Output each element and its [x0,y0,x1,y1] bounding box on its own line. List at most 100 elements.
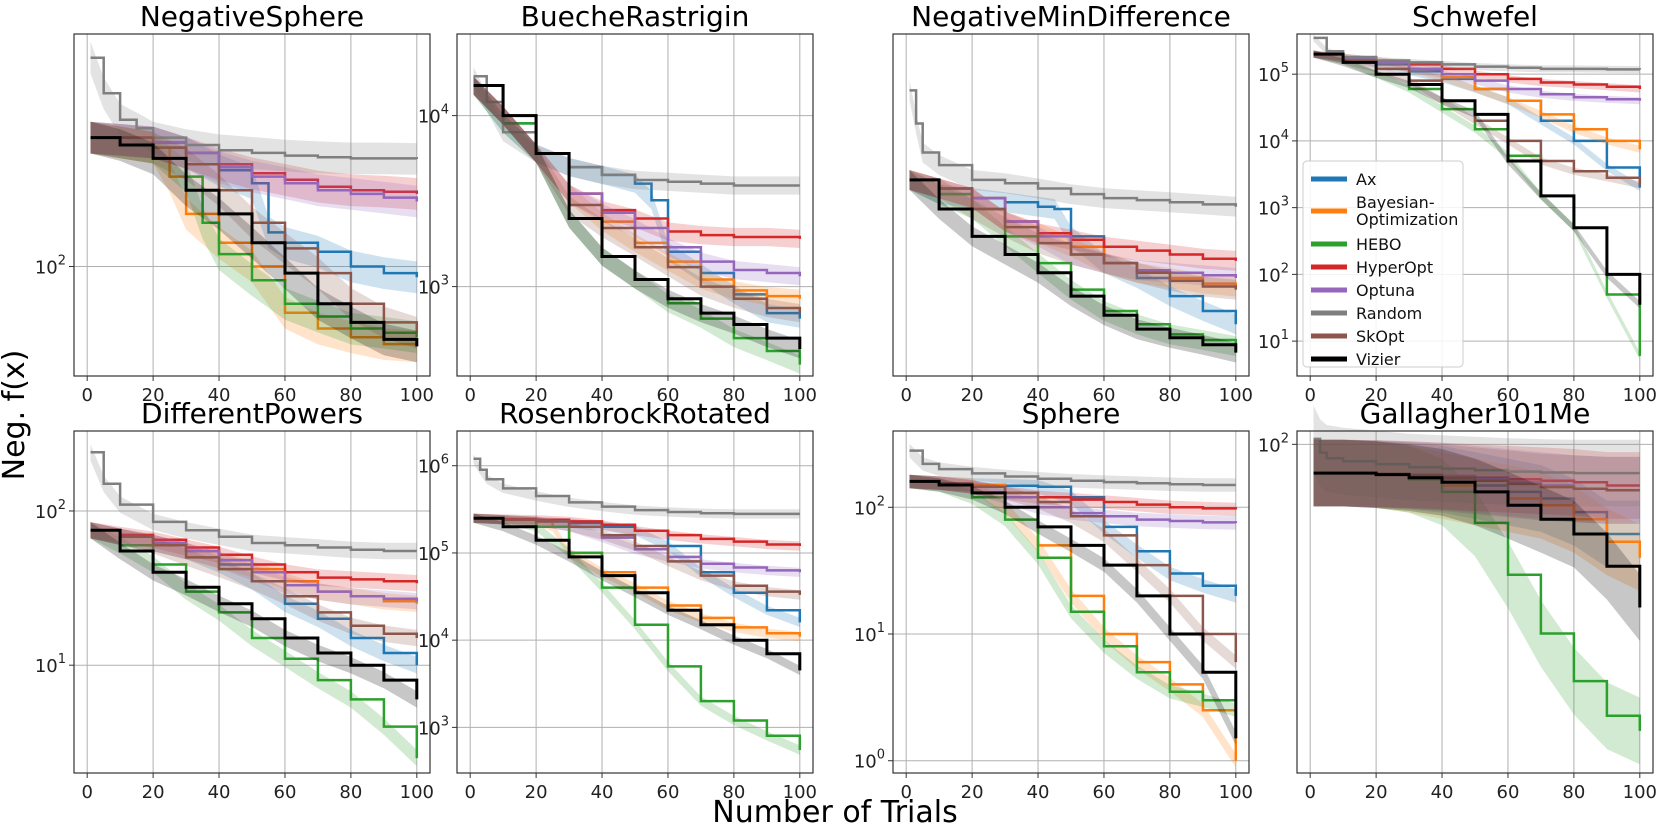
legend-label: Bayesian- [1356,193,1435,212]
series-band-hebo [90,121,417,353]
series-line-skopt [473,516,802,595]
series-line-vizier [1313,52,1642,305]
series-band-random [473,454,800,519]
plot-frame [73,430,431,774]
series-band-hebo [1313,439,1640,765]
y-axis-label: Neg. f(x) [0,350,32,481]
x-tick-label: 80 [1158,782,1181,803]
series-line-random [90,451,417,553]
series-line-vizier [909,178,1238,353]
x-tick-label: 20 [142,385,165,406]
series-band-hyperopt [473,76,800,249]
x-tick-label: 60 [274,385,297,406]
x-tick-label: 0 [464,385,475,406]
x-tick-label: 80 [722,385,745,406]
y-tick-label: 102 [1258,261,1289,286]
series-line-vizier [909,479,1238,739]
plot-frame [1296,33,1654,377]
x-tick-label: 60 [1497,782,1520,803]
series-band-bayesian-optimization [909,170,1236,297]
series-band-random [90,444,417,560]
plot-frame [456,33,814,377]
x-tick-label: 40 [208,385,231,406]
plot-frame [892,430,1250,774]
series-line-vizier [473,84,802,350]
x-tick-label: 100 [783,782,817,803]
x-tick-label: 100 [783,385,817,406]
series-line-random [909,449,1236,487]
x-tick-label: 20 [1365,385,1388,406]
subplot-title: Sphere [1022,397,1121,430]
series-band-ax [1313,439,1640,568]
x-tick-label: 40 [591,385,614,406]
plot-frame [73,33,431,377]
subplot-title: BuecheRastrigin [521,0,750,33]
series-band-random [1313,34,1640,74]
subplot-title: DifferentPowers [141,397,363,430]
legend-label: SkOpt [1356,327,1404,346]
series-band-optuna [1313,50,1640,105]
subplot-differentpowers: 0 20 40 60 80 100 101 102 DifferentPowers [35,397,434,803]
x-tick-label: 0 [81,782,92,803]
x-tick-label: 100 [1219,385,1253,406]
legend-label: Random [1356,304,1422,323]
x-tick-label: 20 [142,782,165,803]
series-line-random [1313,437,1640,475]
series-band-hyperopt [909,474,1236,517]
x-tick-label: 80 [722,782,745,803]
x-tick-label: 60 [657,782,680,803]
x-tick-label: 0 [1304,385,1315,406]
series-band-skopt [90,522,417,647]
y-tick-label: 102 [854,494,885,519]
series-band-bayesian-optimization [1313,439,1640,592]
series-band-hebo [90,522,417,767]
series-band-hebo [909,170,1236,356]
series-band-skopt [1313,50,1640,189]
series-line-skopt [90,136,419,333]
x-tick-label: 60 [274,782,297,803]
subplot-negativemindifference: 0 20 40 60 80 100 NegativeMinDifference [892,0,1253,406]
subplot-title: Gallagher101Me [1360,397,1591,430]
x-tick-label: 40 [1027,782,1050,803]
x-axis-label: Number of Trials [712,795,957,830]
series-line-skopt [909,178,1238,290]
x-tick-label: 80 [339,385,362,406]
x-tick-label: 0 [81,385,92,406]
legend-label: Optuna [1356,281,1415,300]
series-band-random [1313,405,1640,507]
x-tick-label: 60 [657,385,680,406]
y-tick-label: 105 [1258,61,1289,86]
series-band-vizier [473,513,800,675]
x-tick-label: 0 [1304,782,1315,803]
series-band-optuna [909,474,1236,530]
x-tick-label: 40 [1431,385,1454,406]
series-band-random [909,80,1236,217]
series-band-random [473,67,800,195]
x-tick-label: 20 [961,385,984,406]
plot-frame [456,430,814,774]
y-tick-label: 103 [418,714,449,739]
x-tick-label: 80 [1158,385,1181,406]
series-band-vizier [90,522,417,708]
series-band-ax [909,170,1236,335]
x-tick-label: 80 [339,782,362,803]
subplot-title: NegativeMinDifference [911,0,1231,33]
x-tick-label: 100 [1623,782,1657,803]
x-tick-label: 100 [1623,385,1657,406]
y-tick-label: 103 [418,274,449,299]
series-line-random [909,89,1238,207]
legend: Ax Bayesian-Optimization HEBO HyperOpt Optun… [1302,160,1464,369]
y-tick-label: 104 [418,627,449,652]
x-tick-label: 40 [1431,782,1454,803]
x-tick-label: 80 [1562,385,1585,406]
series-band-skopt [90,121,417,349]
x-tick-label: 100 [1219,782,1253,803]
subplot-rosenbrockrotated: 0 20 40 60 80 100 103 104 105 106 RosenbrockRotate… [418,397,817,803]
x-tick-label: 0 [900,782,911,803]
y-tick-label: 101 [1258,328,1289,353]
y-tick-label: 105 [418,540,449,565]
x-tick-label: 100 [400,385,434,406]
series-line-vizier [473,516,802,671]
x-tick-label: 20 [525,385,548,406]
x-tick-label: 40 [1027,385,1050,406]
